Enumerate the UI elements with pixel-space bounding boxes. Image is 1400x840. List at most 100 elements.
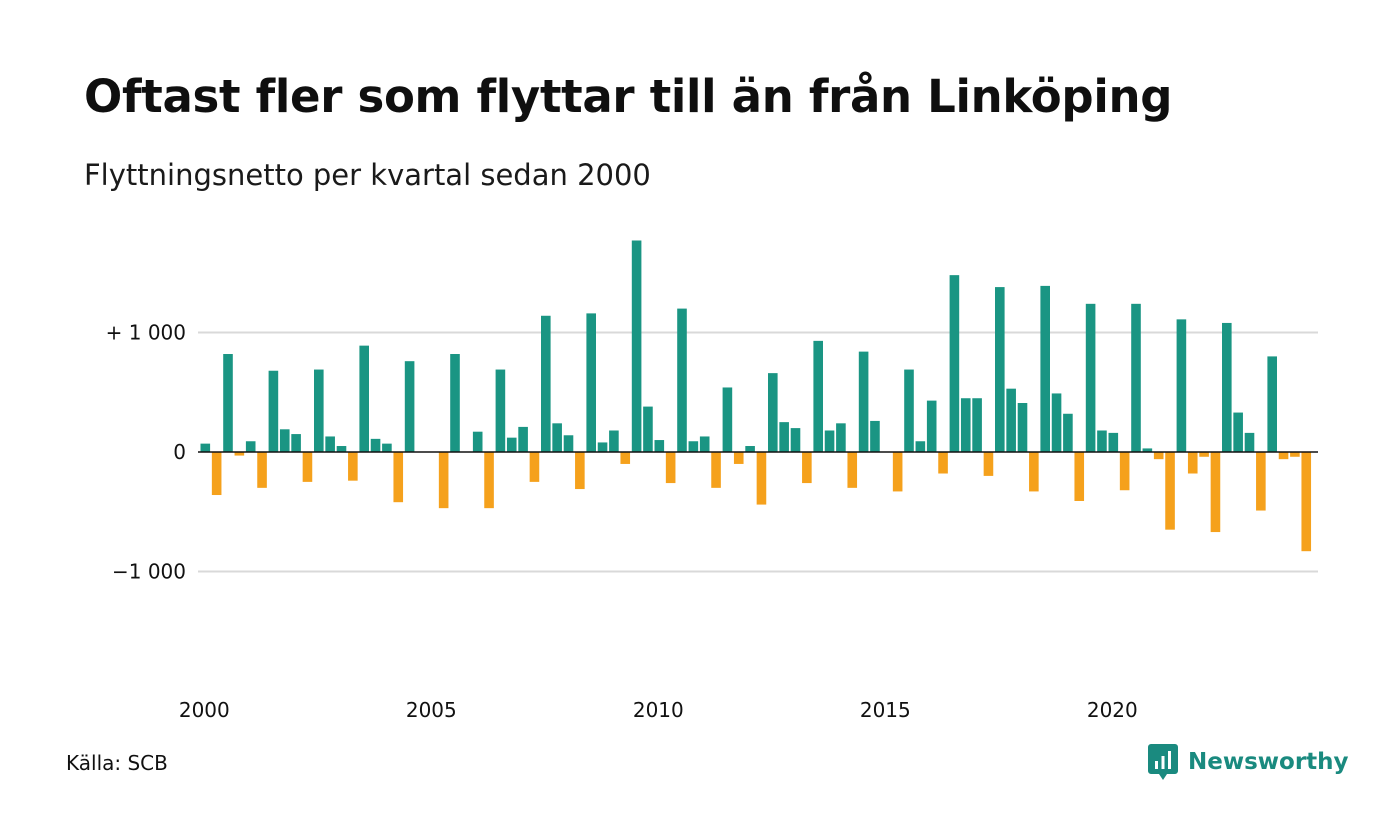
bar-positive [609,430,619,452]
bar-positive [779,422,789,453]
bar-positive [325,436,335,452]
bar-positive [949,275,960,452]
bar-negative [1199,452,1209,457]
bar-positive [745,446,755,452]
bar-positive [245,441,256,452]
bar-negative [665,452,676,484]
bar-positive [1244,432,1255,452]
bar-positive [279,429,290,452]
bar-positive [1063,413,1073,452]
bar-positive [870,420,880,452]
bar-negative [1187,452,1198,474]
bar-positive [359,345,369,452]
bar-negative [983,452,994,476]
bar-negative [1301,452,1312,552]
bar-positive [643,406,653,452]
bar-negative [438,452,449,509]
bar-negative [484,452,494,509]
bar-positive [904,369,914,452]
bar-negative [1119,452,1130,491]
bar-negative [393,452,404,503]
bar-negative [1074,452,1085,501]
bar-positive [995,287,1005,452]
bar-positive [1176,319,1187,452]
bar-negative [1153,452,1164,460]
bar-positive [1051,393,1062,452]
bar-positive [688,441,699,452]
bar-positive [858,351,869,452]
bar-negative [529,452,540,482]
bar-positive [1222,322,1232,452]
y-tick-label: + 1 000 [106,321,186,345]
bar-negative [575,452,585,490]
bar-negative [211,452,222,496]
x-tick-label: 2010 [633,698,684,722]
bar-negative [802,452,812,484]
bar-positive [631,240,642,452]
bar-negative [234,452,245,456]
bar-negative [847,452,858,488]
x-tick-label: 2005 [406,698,457,722]
bar-positive [813,340,823,452]
bar-positive [370,438,381,452]
bar-negative [892,452,903,492]
bar-positive [597,442,608,452]
bar-positive [291,434,301,452]
bar-positive [1006,388,1016,453]
bar-positive [472,431,483,452]
bar-positive [200,443,211,452]
bar-negative [756,452,767,505]
bar-positive [915,441,926,452]
bar-negative [1165,452,1175,530]
bar-negative [711,452,721,488]
bar-positive [677,308,687,452]
bar-negative [1210,452,1221,533]
bar-positive [404,361,415,452]
newsworthy-logo-icon [1148,744,1178,780]
bar-positive [926,400,937,452]
x-tick-label: 2020 [1087,698,1138,722]
bar-positive [1085,303,1096,452]
bar-positive [450,354,460,452]
bar-negative [1278,452,1289,460]
x-tick-label: 2000 [179,698,230,722]
bar-positive [1142,448,1153,452]
bar-positive [1017,403,1028,452]
bar-positive [1131,303,1141,452]
bar-negative [938,452,948,474]
bar-positive [972,398,982,452]
bar-negative [1029,452,1039,492]
bar-positive [836,423,846,452]
bar-negative [257,452,267,488]
chart-subtitle: Flyttningsnetto per kvartal sedan 2000 [84,158,651,192]
brand-name: Newsworthy [1188,749,1349,775]
bar-positive [314,369,324,452]
bar-negative [348,452,358,481]
bar-positive [268,370,279,452]
bar-positive [382,443,392,452]
bar-positive [722,387,733,452]
bar-negative [733,452,744,464]
bar-negative [620,452,631,464]
bar-positive [506,437,517,452]
bar-negative [1256,452,1266,511]
bar-positive [699,436,710,452]
bar-positive [768,373,778,452]
bar-positive [960,398,971,452]
bar-positive [518,426,528,452]
x-tick-label: 2015 [860,698,911,722]
bar-positive [790,428,801,452]
y-tick-label: −1 000 [112,560,186,584]
bar-positive [336,446,347,452]
bar-positive [1097,430,1107,452]
chart-title: Oftast fler som flyttar till än från Lin… [84,70,1173,123]
bar-positive [563,435,574,452]
y-tick-label: 0 [173,440,186,464]
bar-positive [541,315,551,452]
bar-positive [654,440,665,452]
bar-positive [586,313,596,452]
bar-positive [552,423,562,452]
bar-positive [495,369,506,452]
